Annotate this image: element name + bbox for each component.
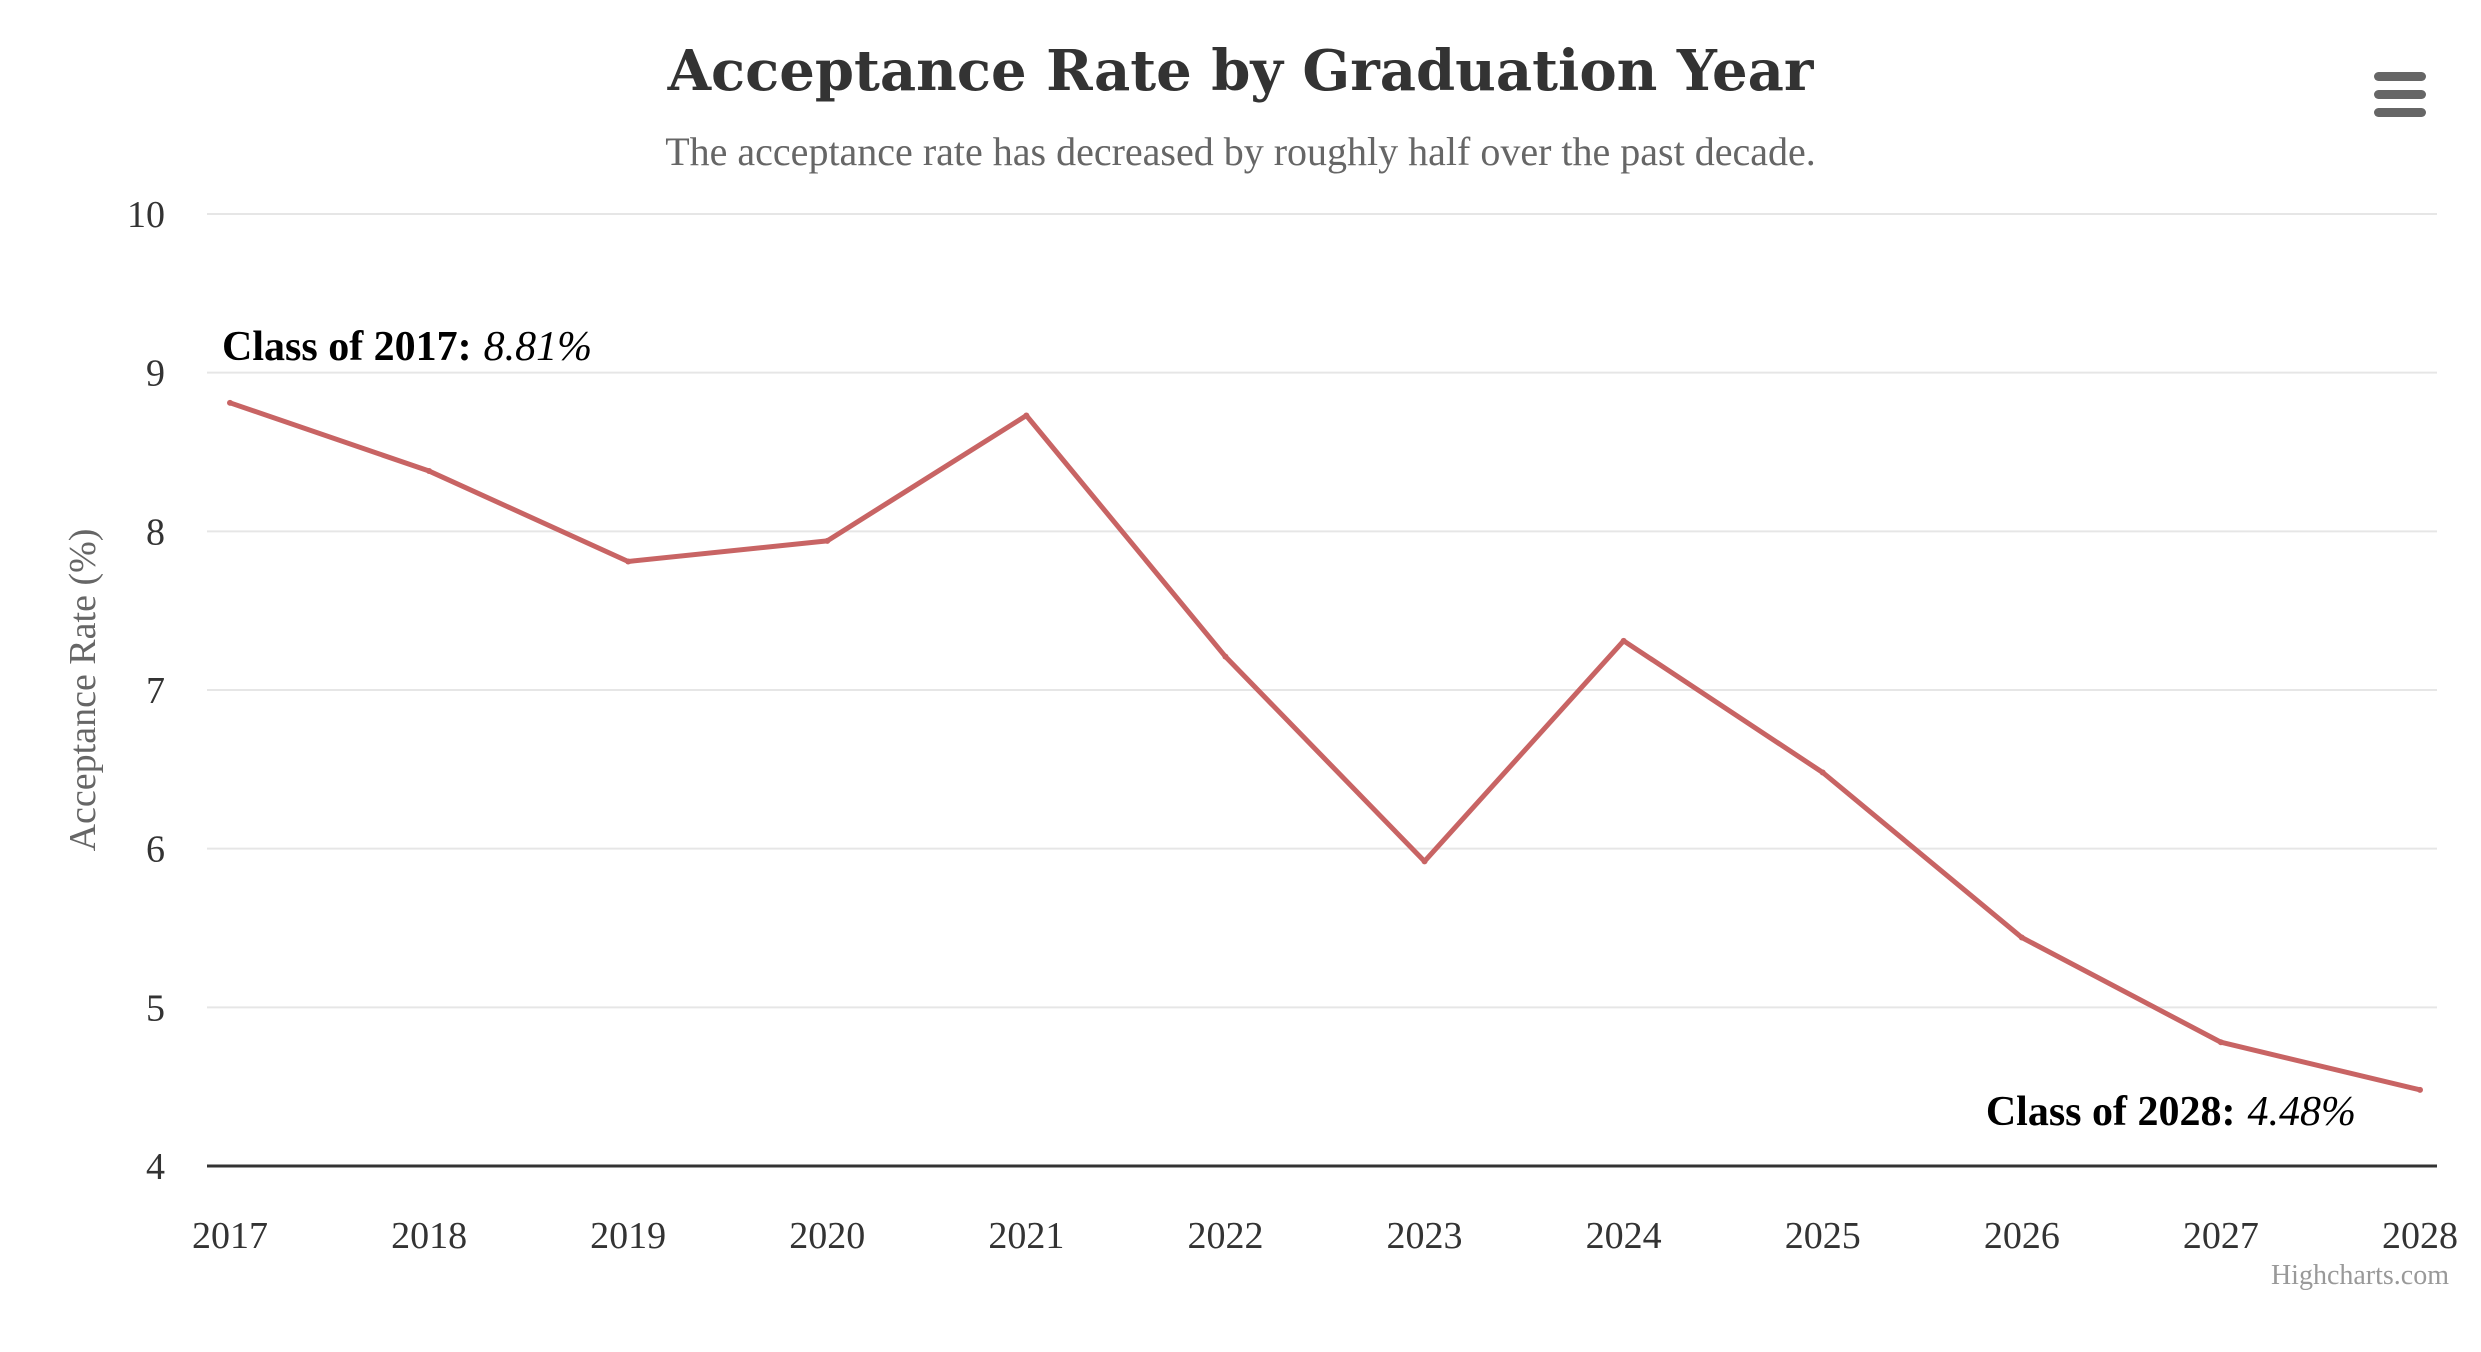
annotation-last: Class of 2028: 4.48% [1986,1089,2356,1135]
y-tick-label: 8 [146,511,165,553]
x-tick-label: 2021 [988,1215,1064,1257]
y-tick-label: 4 [146,1146,165,1188]
data-point [2018,934,2025,941]
annotation-first: Class of 2017: 8.81% [222,324,592,370]
credits-link[interactable]: Highcharts.com [2270,1260,2449,1291]
y-tick-label: 10 [127,194,165,236]
data-point [426,468,433,475]
x-tick-label: 2028 [2382,1215,2458,1257]
y-tick-label: 7 [146,670,165,712]
x-tick-label: 2022 [1187,1215,1263,1257]
chart-title: Acceptance Rate by Graduation Year [667,38,1814,104]
x-tick-label: 2018 [391,1215,467,1257]
annotation-last-value: 4.48% [2248,1089,2357,1135]
y-tick-label: 9 [146,353,165,395]
x-tick-label: 2025 [1785,1215,1861,1257]
x-tick-label: 2020 [789,1215,865,1257]
annotation-first-label: Class of 2017: [222,324,472,370]
x-tick-label: 2023 [1387,1215,1463,1257]
data-point [227,399,233,406]
context-menu-button[interactable] [2370,68,2434,122]
x-tick-label: 2024 [1586,1215,1662,1257]
x-tick-label: 2026 [1984,1215,2060,1257]
y-tick-label: 6 [146,829,165,871]
x-tick-label: 2019 [590,1215,666,1257]
data-point [2217,1039,2224,1046]
data-point [1222,653,1229,660]
annotation-last-label: Class of 2028: [1986,1089,2236,1135]
annotation-first-value: 8.81% [484,324,593,370]
y-axis-title: Acceptance Rate (%) [62,529,104,852]
data-point [1819,769,1826,776]
data-point [1620,637,1627,644]
y-tick-label: 5 [146,987,165,1029]
x-tick-label: 2027 [2183,1215,2259,1257]
series-line [227,400,2423,1093]
data-point [1421,858,1428,865]
x-tick-label: 2017 [192,1215,268,1257]
data-point [824,537,831,544]
data-point [625,558,632,565]
data-point [2417,1086,2423,1093]
chart-subtitle: The acceptance rate has decreased by rou… [665,129,1816,174]
data-point [1023,412,1030,419]
